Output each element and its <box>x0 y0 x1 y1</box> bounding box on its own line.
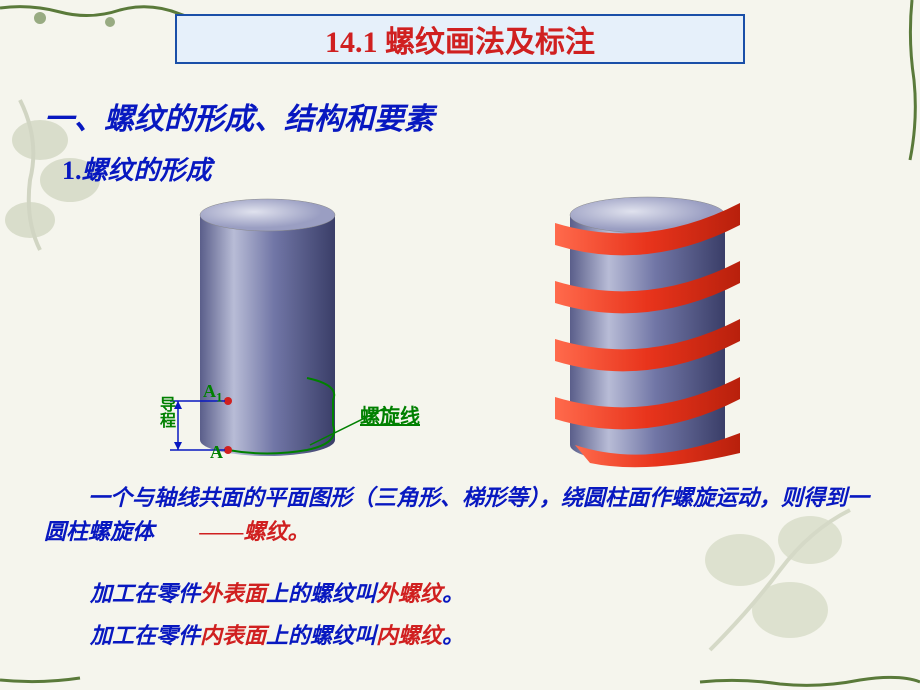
section-title-box: 14.1 螺纹画法及标注 <box>175 14 745 64</box>
heading-level-2: 1.螺纹的形成 <box>62 150 212 187</box>
paragraph-definition: 一个与轴线共面的平面图形（三角形、梯形等），绕圆柱面作螺旋运动，则得到一圆柱螺旋… <box>44 481 884 549</box>
cylinder-thread-diagram <box>520 195 780 475</box>
paragraph-internal-thread: 加工在零件内表面上的螺纹叫内螺纹。 <box>90 618 464 650</box>
cylinder-plain-diagram <box>140 195 440 475</box>
paragraph-external-thread: 加工在零件外表面上的螺纹叫外螺纹。 <box>90 576 464 608</box>
label-point-a: A <box>210 442 223 463</box>
heading-text: 螺纹的形成 <box>82 156 212 185</box>
diagram-container <box>0 195 920 495</box>
heading-level-1: 一、螺纹的形成、结构和要素 <box>44 94 434 138</box>
label-lead-dimension: 导程 <box>153 396 177 428</box>
para1-main: 一个与轴线共面的平面图形（三角形、梯形等），绕圆柱面作螺旋运动，则得到一圆柱螺旋… <box>44 485 869 544</box>
para1-thread-term: ——螺纹。 <box>200 519 310 544</box>
label-helix-line: 螺旋线 <box>360 400 420 429</box>
section-title: 14.1 螺纹画法及标注 <box>325 17 595 61</box>
heading-number: 1. <box>62 156 82 185</box>
label-point-a1: A1 <box>203 381 223 406</box>
